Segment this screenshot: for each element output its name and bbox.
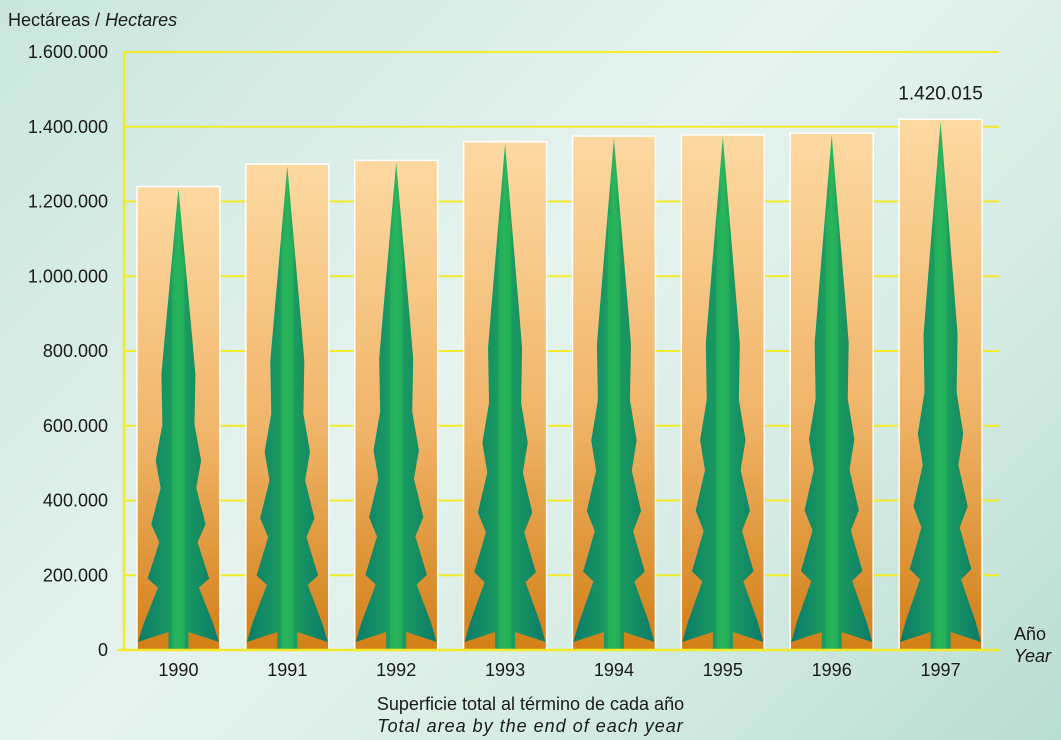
bar-group: [789, 132, 874, 651]
bar-group: [245, 163, 330, 651]
y-tick-label: 1.000.000: [28, 266, 108, 286]
bar-group: [571, 135, 657, 651]
bar-group: [136, 185, 221, 651]
x-tick-label: 1996: [812, 660, 852, 680]
tree-trunk: [825, 211, 838, 650]
bar-group: [898, 118, 983, 651]
y-axis-title: Hectáreas / Hectares: [8, 10, 178, 30]
tick-labels: 0 200.000 400.000 600.000 800.000 1.000.000 1.…: [28, 42, 983, 680]
chart-caption: Superficie total al término de cada año: [376, 694, 685, 714]
tree-trunk: [499, 218, 512, 650]
y-tick-label: 1.600.000: [28, 42, 108, 62]
y-tick-label: 600.000: [43, 416, 108, 436]
x-tick-label: 1990: [158, 660, 198, 680]
tree-trunk: [607, 213, 620, 650]
tree-trunk: [172, 256, 185, 650]
y-tick-label: 800.000: [43, 341, 108, 361]
x-axis-title-en: Year: [1014, 646, 1052, 666]
x-tick-label: 1997: [921, 660, 961, 680]
x-tick-label: 1991: [267, 660, 307, 680]
y-tick-label: 1.400.000: [28, 117, 108, 137]
bars: [136, 118, 983, 651]
bar-group: [462, 140, 548, 651]
data-label: 1.420.015: [898, 83, 983, 104]
x-tick-label: 1995: [703, 660, 743, 680]
x-tick-label: 1993: [485, 660, 525, 680]
chart-caption-en: Total area by the end of each year: [377, 716, 684, 736]
y-tick-label: 0: [98, 640, 108, 660]
bar-group: [353, 159, 439, 651]
bar-group: [680, 134, 766, 651]
tree-trunk: [934, 199, 947, 651]
axes: [118, 52, 999, 652]
y-tick-label: 1.200.000: [28, 192, 108, 212]
x-tick-label: 1994: [594, 660, 634, 680]
tree-trunk: [390, 234, 403, 650]
tree-trunk: [716, 212, 729, 650]
x-axis-title: Año: [1014, 624, 1047, 644]
y-tick-label: 200.000: [43, 565, 108, 585]
y-tick-label: 400.000: [43, 491, 108, 511]
tree-trunk: [281, 237, 294, 650]
x-tick-label: 1992: [376, 660, 416, 680]
